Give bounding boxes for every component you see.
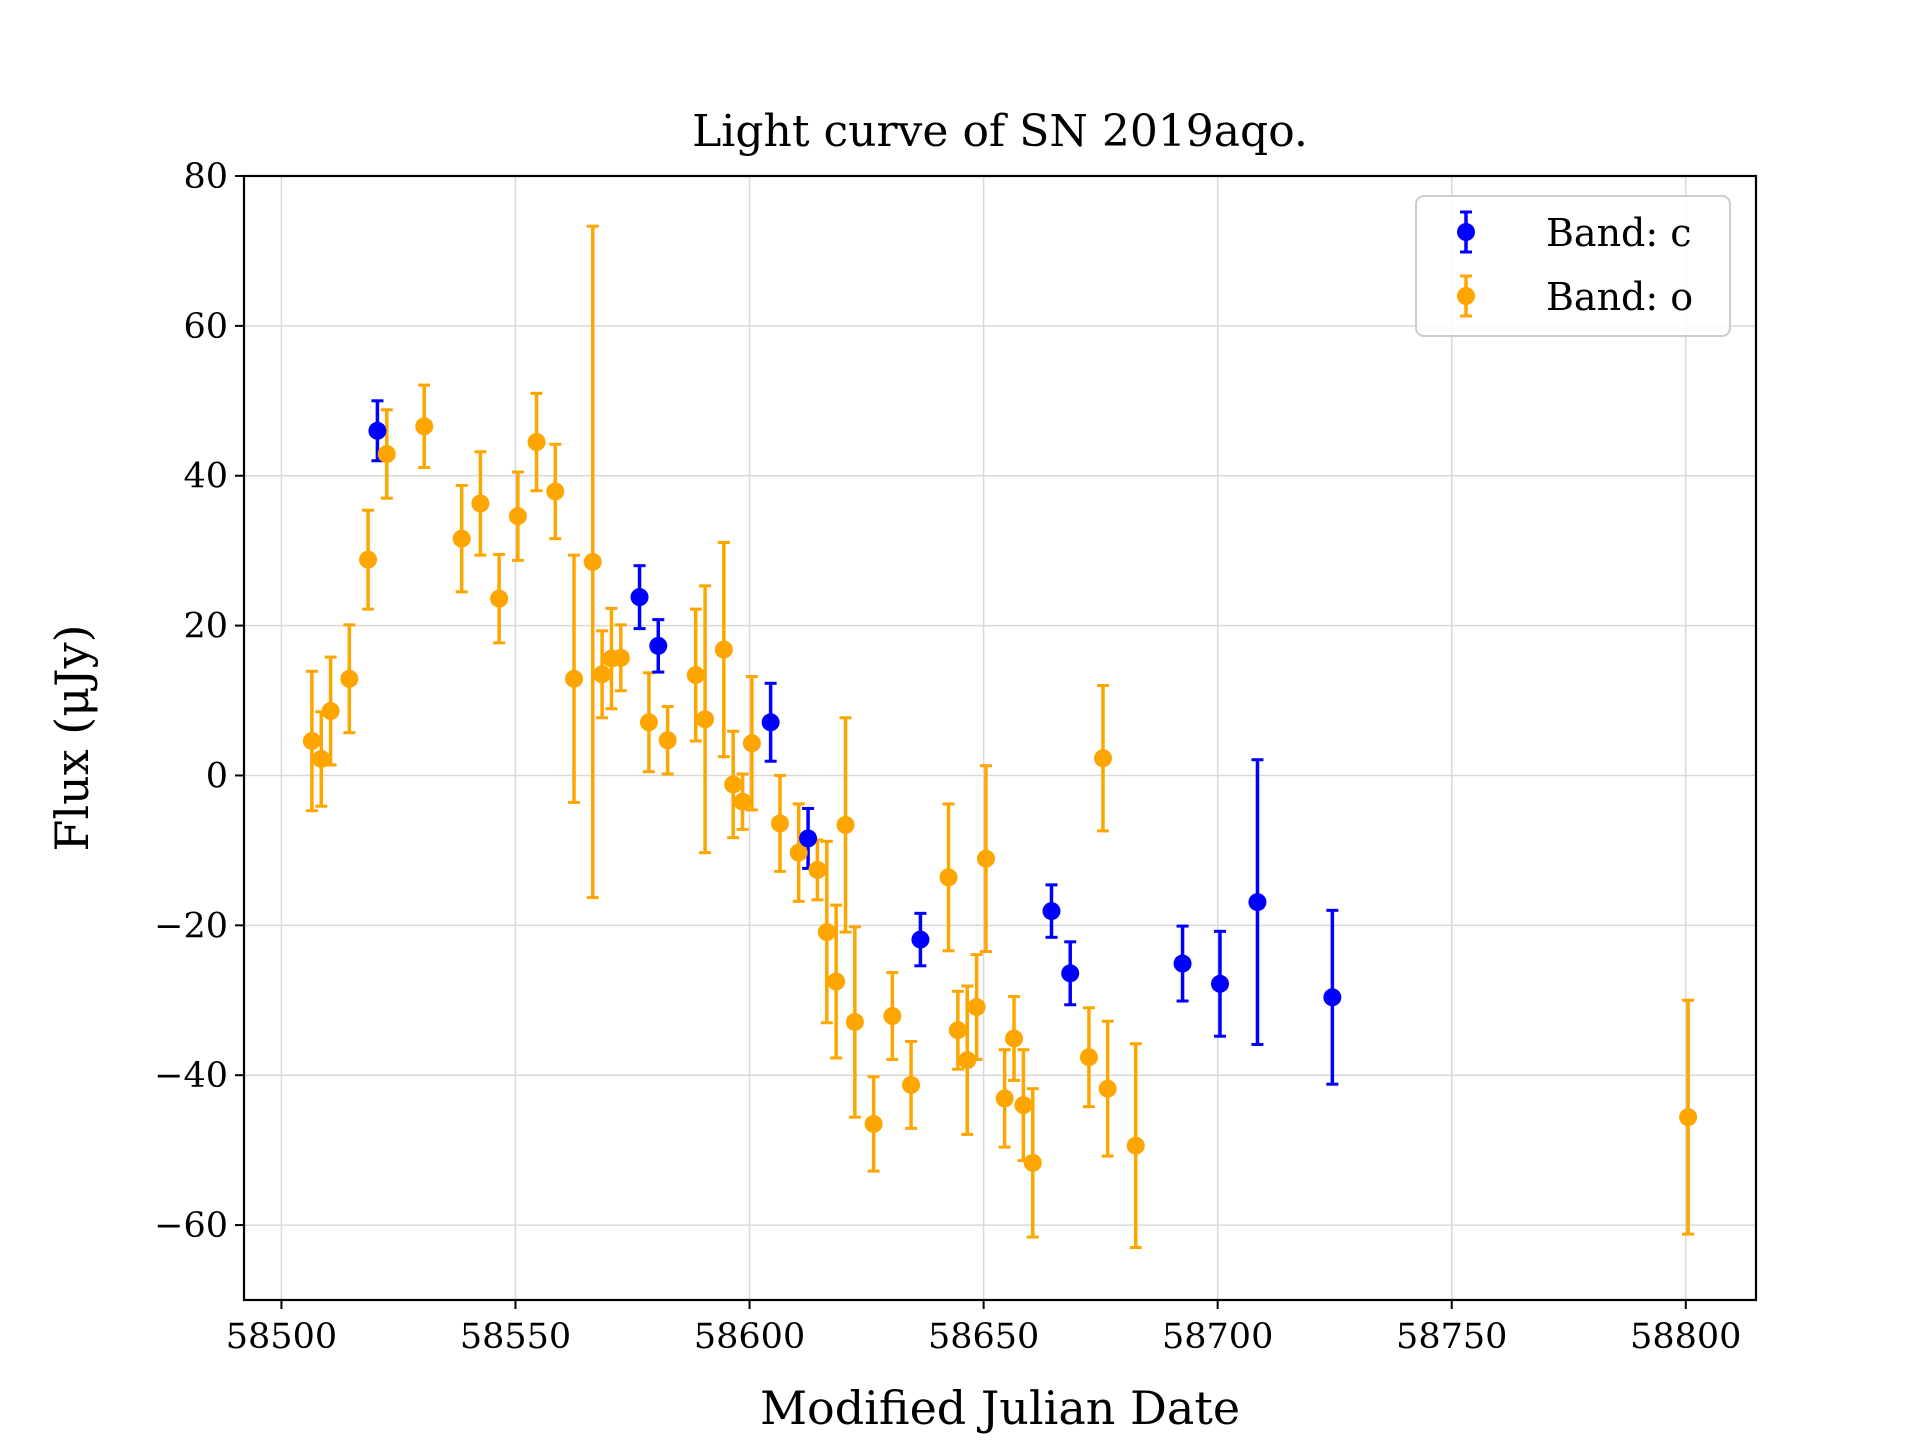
y-tick-label: −40 (154, 1056, 228, 1096)
data-point-band-c (630, 588, 649, 607)
data-point-band-o (377, 445, 396, 464)
y-tick-label: 20 (183, 607, 228, 647)
data-point-band-o (490, 589, 509, 608)
legend-box (1415, 195, 1731, 337)
x-tick-label: 58650 (928, 1317, 1039, 1357)
data-point-band-c (368, 421, 387, 440)
data-point-band-o (864, 1114, 883, 1133)
x-tick-label: 58800 (1630, 1317, 1741, 1357)
y-axis-label: Flux (μJy) (45, 624, 99, 851)
data-point-band-o (827, 972, 846, 991)
axis-ticks: 58500 58550 58600 58650 58700 58750 58800 80 60 4… (154, 157, 1741, 1357)
data-point-band-o (733, 792, 752, 811)
y-tick-label: −60 (154, 1206, 228, 1246)
y-tick-label: 0 (206, 756, 228, 796)
data-point-band-o (312, 749, 331, 768)
legend: Band: c Band: o (1415, 195, 1731, 337)
data-point-band-o (302, 731, 321, 750)
data-point-band-o (808, 860, 827, 879)
legend-label-band-c: Band: c (1546, 211, 1692, 255)
data-point-band-o (1014, 1096, 1033, 1115)
data-point-band-o (958, 1051, 977, 1070)
data-point-band-c (911, 930, 930, 949)
grid-lines (244, 175, 1756, 1300)
legend-marker-band-o (1457, 274, 1475, 318)
data-point-band-o (1679, 1108, 1698, 1127)
legend-dot (1457, 287, 1475, 305)
legend-dot (1457, 223, 1475, 241)
x-tick-label: 58600 (694, 1317, 805, 1357)
data-point-band-o (1005, 1029, 1024, 1048)
data-point-band-o (1023, 1153, 1042, 1172)
data-point-band-c (649, 636, 668, 655)
y-tick-label: −20 (154, 906, 228, 946)
data-point-band-o (948, 1021, 967, 1040)
data-point-band-c (799, 829, 818, 848)
data-point-band-o (611, 648, 630, 667)
data-point-band-o (527, 433, 546, 452)
x-tick-label: 58550 (460, 1317, 571, 1357)
data-point-band-o (639, 713, 658, 732)
data-point-band-o (1079, 1048, 1098, 1067)
data-point-band-o (565, 669, 584, 688)
data-point-band-c (1042, 902, 1061, 921)
data-point-band-o (508, 507, 527, 526)
legend-marker-band-c (1457, 210, 1475, 254)
x-tick-label: 58500 (226, 1317, 337, 1357)
data-point-band-o (714, 640, 733, 659)
data-point-band-o (686, 666, 705, 685)
data-point-band-c (1248, 893, 1267, 912)
plot-frame (242, 174, 1758, 1302)
y-tick-label: 40 (183, 457, 228, 497)
data-point-band-c (1323, 988, 1342, 1007)
data-point-band-o (1098, 1079, 1117, 1098)
data-point-band-o (789, 843, 808, 862)
data-point-band-o (1093, 749, 1112, 768)
data-point-band-o (658, 731, 677, 750)
data-point-band-o (583, 552, 602, 571)
data-points (302, 417, 1698, 1172)
data-point-band-o (471, 494, 490, 513)
data-point-band-c (1211, 974, 1230, 993)
data-point-band-c (1061, 964, 1080, 983)
x-tick-label: 58750 (1396, 1317, 1507, 1357)
x-axis-label: Modified Julian Date (760, 1381, 1240, 1435)
data-point-band-o (883, 1007, 902, 1026)
data-point-band-o (452, 529, 471, 548)
data-point-band-o (995, 1089, 1014, 1108)
data-point-band-o (967, 998, 986, 1017)
data-point-band-o (770, 814, 789, 833)
data-point-band-o (742, 734, 761, 753)
data-point-band-o (976, 849, 995, 868)
data-point-band-o (817, 923, 836, 942)
data-point-band-o (1126, 1136, 1145, 1155)
data-point-band-c (1173, 954, 1192, 973)
data-point-band-o (359, 550, 378, 569)
data-point-band-o (902, 1075, 921, 1094)
data-point-band-o (340, 669, 359, 688)
data-point-band-o (321, 702, 340, 721)
data-point-band-o (836, 815, 855, 834)
data-point-band-o (939, 868, 958, 887)
data-point-band-o (696, 710, 715, 729)
data-point-band-o (845, 1012, 864, 1031)
data-point-band-o (415, 417, 434, 436)
chart-title: Light curve of SN 2019aqo. (692, 106, 1308, 157)
data-point-band-o (724, 775, 743, 794)
y-tick-label: 80 (183, 157, 228, 197)
data-point-band-c (761, 713, 780, 732)
legend-label-band-o: Band: o (1546, 275, 1693, 319)
data-point-band-o (546, 482, 565, 501)
y-tick-label: 60 (183, 307, 228, 347)
data-point-band-o (593, 665, 612, 684)
x-tick-label: 58700 (1162, 1317, 1273, 1357)
